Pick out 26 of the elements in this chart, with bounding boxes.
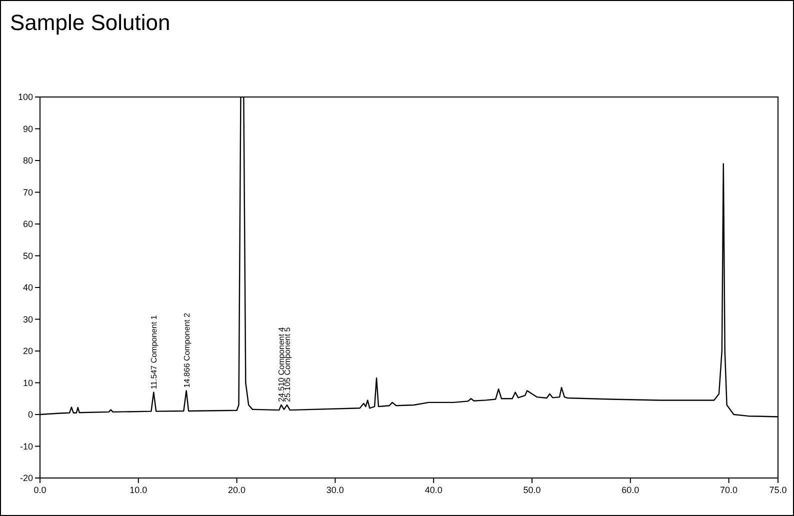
y-tick-label: 60 xyxy=(22,219,33,230)
annotation: 11.547 Component 1 xyxy=(150,314,159,390)
y-tick-label: 50 xyxy=(22,250,33,261)
y-tick-label: 70 xyxy=(22,187,33,198)
annotation: 14.866 Component 2 xyxy=(182,312,192,388)
x-tick-label: 70.0 xyxy=(720,485,738,495)
y-tick-label: 40 xyxy=(22,282,33,293)
y-tick-label: 80 xyxy=(22,156,33,166)
x-tick-label: 50.0 xyxy=(523,485,541,495)
y-tick-label: -10 xyxy=(20,441,33,452)
chart-title: Sample Solution xyxy=(10,10,170,35)
x-tick-label: 10.0 xyxy=(130,485,148,495)
annotation: 25.105 Component 5 xyxy=(283,326,292,402)
y-tick-label: 20 xyxy=(22,346,33,356)
x-tick-label: 75.0 xyxy=(769,485,787,495)
x-tick-label: 30.0 xyxy=(326,485,344,495)
y-tick-label: 100 xyxy=(18,92,33,102)
y-tick-label: -20 xyxy=(20,473,33,484)
y-tick-label: 90 xyxy=(22,124,33,134)
x-tick-label: 20.0 xyxy=(228,485,246,495)
y-tick-label: 10 xyxy=(22,378,33,388)
x-tick-label: 0.0 xyxy=(34,485,46,495)
x-tick-label: 60.0 xyxy=(622,485,640,495)
x-tick-label: 40.0 xyxy=(424,485,442,495)
y-tick-label: 0 xyxy=(28,410,33,420)
y-tick-label: 30 xyxy=(22,314,33,324)
